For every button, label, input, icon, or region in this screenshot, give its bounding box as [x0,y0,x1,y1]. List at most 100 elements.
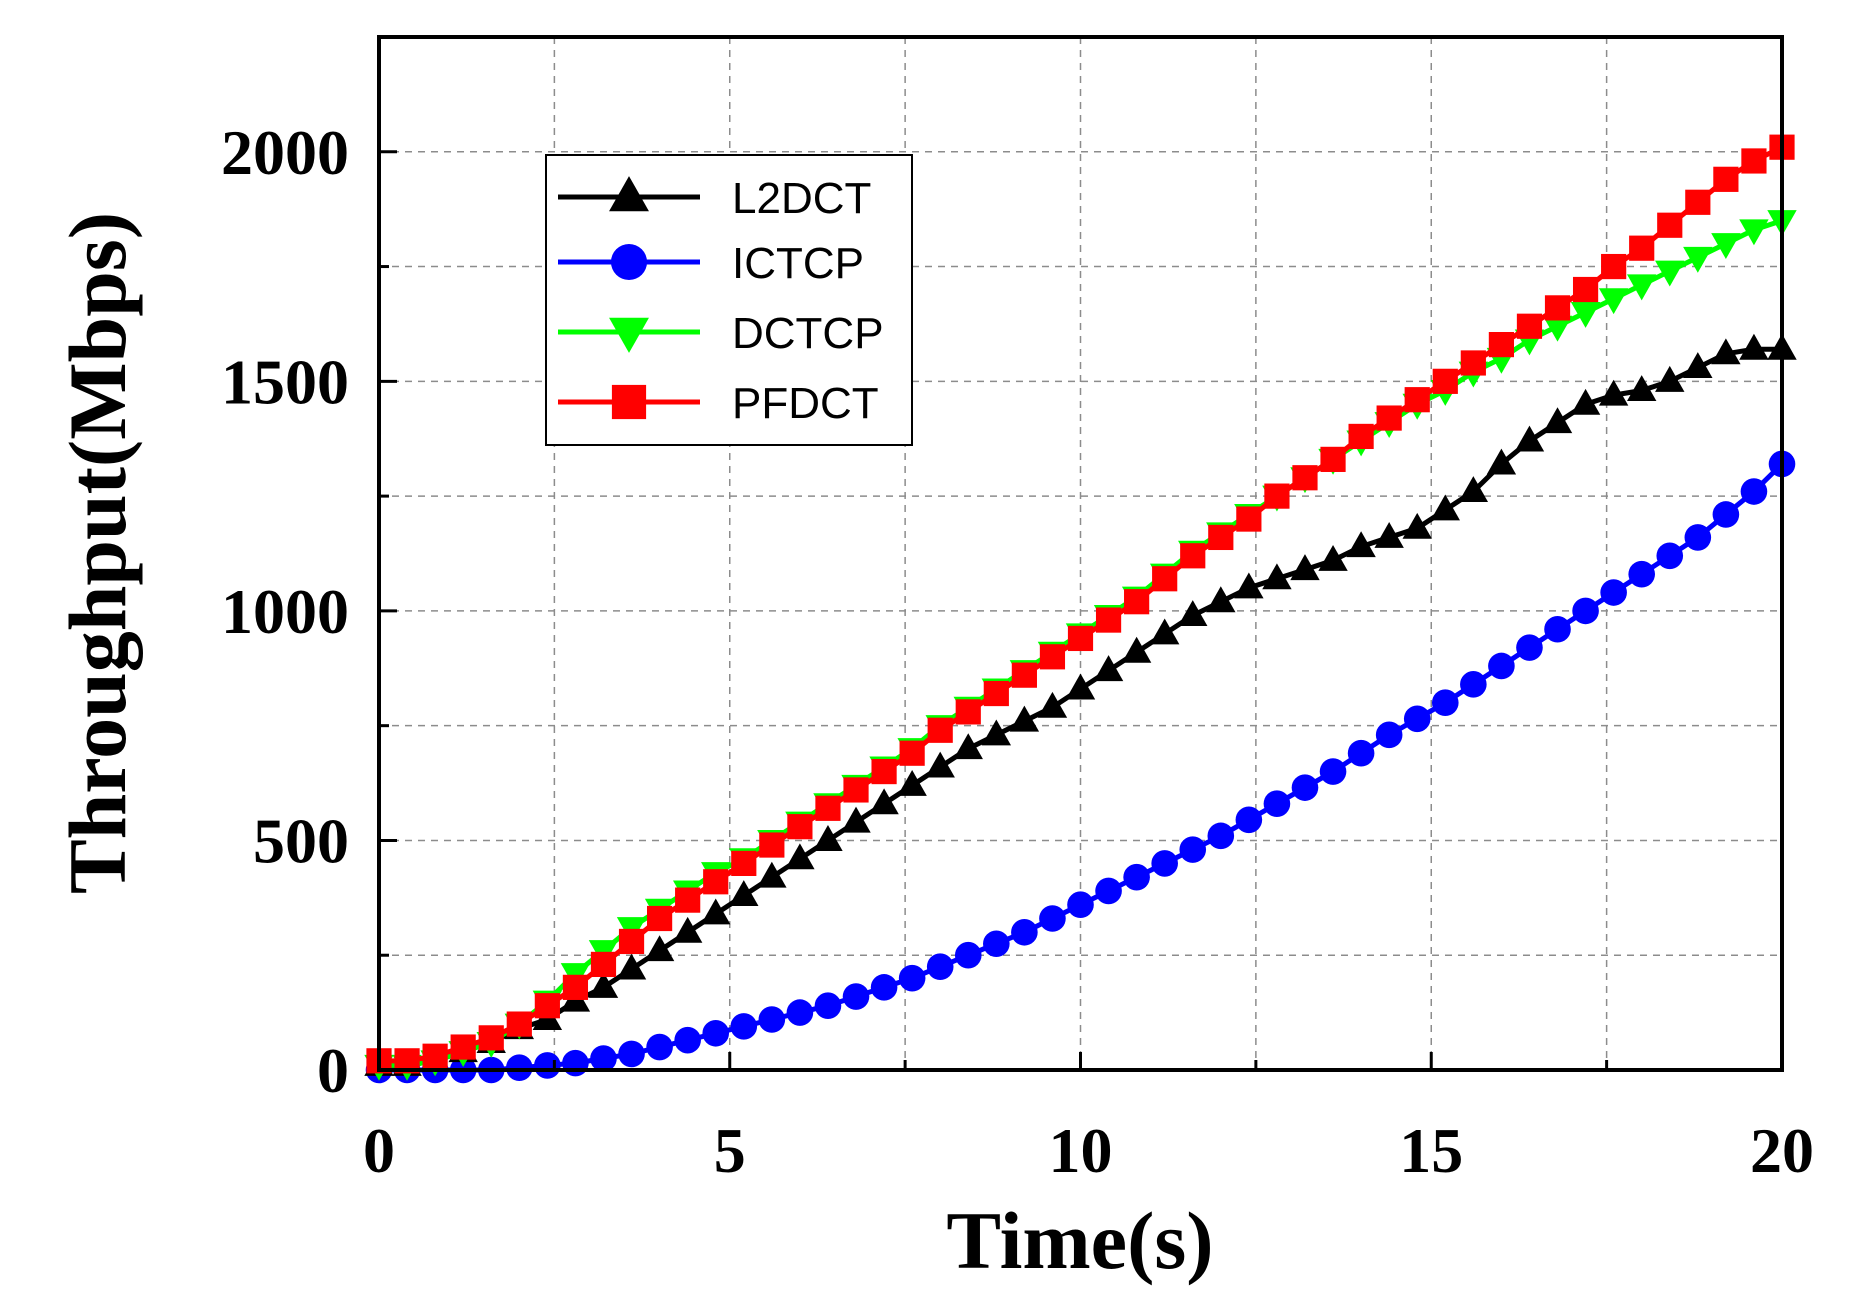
data-point-l2dct [1037,691,1068,718]
legend: L2DCT ICTCP DCTCP PFDCT [545,154,913,446]
data-point-ictcp [1712,501,1740,528]
x-axis-title: Time(s) [946,1195,1213,1286]
data-point-l2dct [785,843,815,870]
data-point-ictcp [1572,597,1599,625]
data-point-ictcp [506,1054,533,1082]
legend-item-pfdct: PFDCT [558,379,879,428]
data-point-l2dct [813,825,843,851]
data-point-ictcp [1151,850,1178,877]
data-point-pfdct [534,993,560,1019]
data-point-ictcp [1488,652,1515,680]
data-point-ictcp [1656,542,1684,570]
legend-item-dctcp: DCTCP [558,309,884,358]
data-point-pfdct [787,814,813,840]
legend-marker-l2dct [609,176,649,212]
data-point-pfdct [1544,295,1571,321]
data-point-ictcp [1516,634,1543,661]
data-point-l2dct [869,788,899,815]
data-point-pfdct [1320,446,1346,472]
ticks [377,35,1784,1072]
data-point-pfdct [1236,506,1262,532]
data-point-l2dct [1346,531,1376,558]
data-point-pfdct [1572,276,1599,303]
data-point-ictcp [1095,877,1122,905]
data-point-pfdct [1095,607,1122,633]
data-point-l2dct [1290,554,1320,581]
data-point-l2dct [1121,636,1152,663]
data-point-dctcp [1598,288,1629,315]
data-point-pfdct [590,951,617,978]
y-tick-label: 2000 [221,117,349,188]
data-point-pfdct [759,832,785,858]
data-point-l2dct [1206,586,1236,613]
data-point-pfdct [815,795,841,821]
data-point-pfdct [1208,524,1234,551]
x-tick-label: 10 [1049,1115,1113,1186]
data-point-l2dct [1486,448,1517,475]
data-point-l2dct [1149,618,1180,645]
data-point-ictcp [1600,579,1627,606]
data-point-pfdct [983,680,1009,707]
legend-label-l2dct: L2DCT [732,174,871,223]
data-point-pfdct [1685,189,1711,215]
data-point-l2dct [1570,388,1601,415]
data-point-ictcp [1740,478,1768,505]
data-point-ictcp [674,1026,701,1054]
data-point-pfdct [843,777,869,803]
data-point-ictcp [1431,689,1459,717]
data-point-ictcp [983,930,1010,958]
data-point-l2dct [1655,365,1685,392]
legend-marker-ictcp [610,243,648,281]
data-point-ictcp [646,1033,673,1061]
data-point-l2dct [757,861,787,888]
data-point-ictcp [1544,615,1571,643]
data-point-pfdct [1124,589,1150,615]
data-point-pfdct [1516,313,1543,339]
data-point-ictcp [562,1049,589,1077]
data-point-l2dct [981,719,1012,746]
data-point-ictcp [758,1006,786,1033]
data-point-ictcp [730,1013,758,1040]
data-point-ictcp [590,1045,617,1072]
x-tick-label: 5 [714,1115,746,1186]
data-point-pfdct [675,887,701,913]
data-point-l2dct [1683,352,1713,379]
data-point-pfdct [1067,625,1094,652]
data-point-l2dct [1262,563,1292,590]
legend-label-dctcp: DCTCP [732,309,884,358]
data-point-l2dct [1739,333,1769,360]
data-point-pfdct [647,905,673,932]
data-point-ictcp [1235,806,1263,834]
data-point-dctcp [1655,260,1685,287]
data-point-l2dct [644,935,675,962]
data-point-ictcp [702,1019,730,1047]
y-tick-label: 1500 [221,346,349,417]
data-point-l2dct [588,971,619,998]
data-point-l2dct [897,769,927,796]
data-point-ictcp [618,1040,645,1068]
y-axis-title: Throughput(Mbps) [52,212,143,894]
data-point-pfdct [1488,332,1514,358]
legend-label-pfdct: PFDCT [732,379,879,428]
data-point-l2dct [1402,512,1432,539]
legend-marker-dctcp [609,317,649,353]
data-point-l2dct [729,880,759,907]
data-point-dctcp [1627,274,1657,301]
data-point-l2dct [841,806,871,833]
data-point-ictcp [1179,836,1207,863]
data-point-dctcp [1570,301,1601,328]
x-tick-label: 20 [1750,1115,1814,1186]
data-point-dctcp [1683,246,1713,273]
data-point-pfdct [1404,387,1430,413]
data-point-pfdct [1152,566,1178,592]
data-point-pfdct [562,974,589,1000]
legend-item-ictcp: ICTCP [558,239,864,288]
data-point-ictcp [1263,790,1291,818]
data-point-pfdct [1180,543,1206,569]
data-point-pfdct [1657,212,1683,238]
data-point-ictcp [898,964,926,992]
x-tick-label: 15 [1399,1115,1463,1186]
y-tick-label: 1000 [221,576,349,647]
